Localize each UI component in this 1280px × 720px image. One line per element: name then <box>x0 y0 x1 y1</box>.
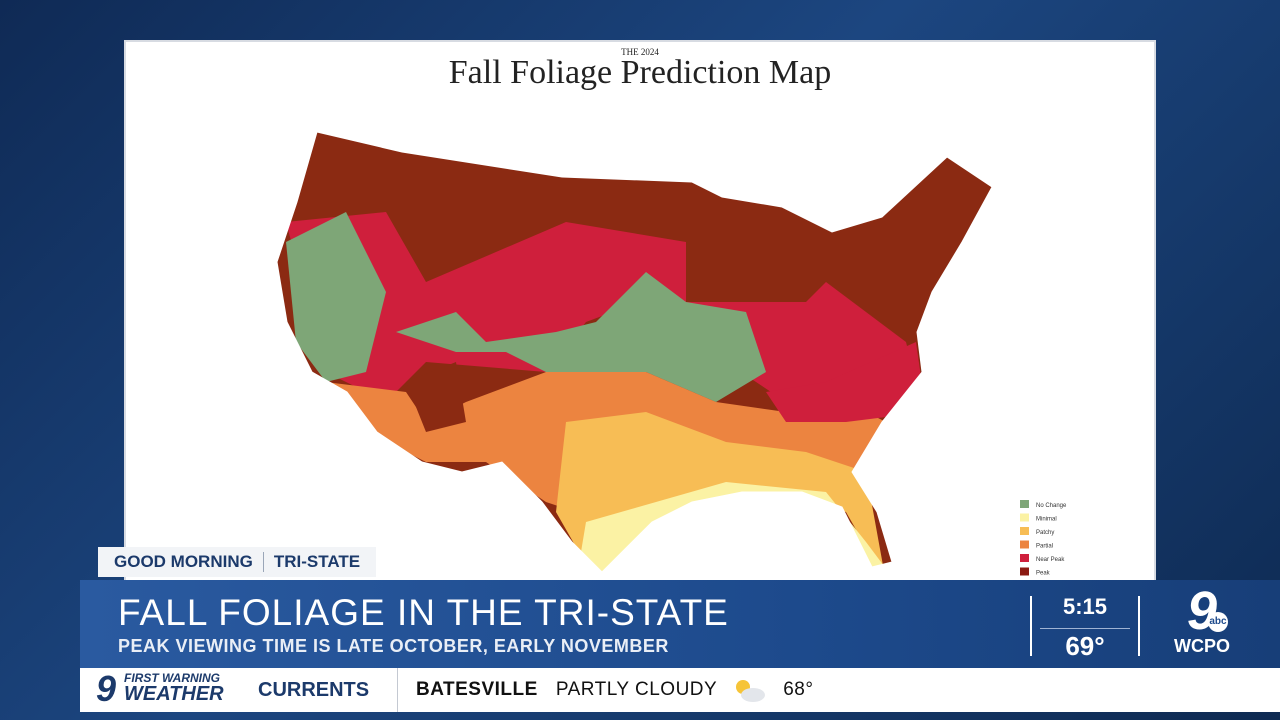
network: abc <box>1208 612 1228 632</box>
map-title: Fall Foliage Prediction Map <box>448 54 832 91</box>
legend-label: Minimal <box>1036 517 1057 523</box>
region <box>396 272 766 402</box>
legend-swatch <box>1020 527 1029 535</box>
map-card: THE 2024 Fall Foliage Prediction Map No … <box>124 40 1156 585</box>
ticker-section: CURRENTS <box>230 668 398 712</box>
region <box>286 212 926 422</box>
temperature: 69° <box>1040 628 1130 662</box>
clock: 5:15 69° <box>1040 594 1130 662</box>
region <box>766 342 926 422</box>
channel: 9 <box>1186 581 1218 641</box>
ticker: 9 FIRST WARNING WEATHER CURRENTS BATESVI… <box>80 668 1280 712</box>
ticker-temperature: 68° <box>783 679 814 700</box>
show-name: GOOD MORNING <box>114 552 253 571</box>
city: BATESVILLE <box>416 679 538 700</box>
legend-swatch <box>1020 500 1029 508</box>
headline: FALL FOLIAGE IN THE TRI-STATE <box>118 592 729 633</box>
legend-label: Peak <box>1036 571 1051 577</box>
brand-top: FIRST WARNING <box>124 671 220 685</box>
foliage-map: No Change Minimal Patchy Partial Near Peak Pe… <box>276 131 1067 577</box>
legend-label: Partial <box>1036 544 1053 550</box>
brand-channel: 9 <box>96 668 117 709</box>
callsign: WCPO <box>1174 636 1230 656</box>
time: 5:15 <box>1062 594 1108 619</box>
divider <box>1030 596 1032 656</box>
legend-swatch <box>1020 554 1029 562</box>
legend-swatch <box>1020 540 1029 549</box>
divider <box>1138 596 1140 656</box>
region <box>406 362 466 432</box>
brand-bottom: WEATHER <box>124 683 224 705</box>
legend-label: Patchy <box>1036 530 1054 536</box>
legend: No Change Minimal Patchy Partial Near Peak Pe… <box>1020 500 1067 577</box>
condition: PARTLY CLOUDY <box>555 679 718 700</box>
show-tag: GOOD MORNING TRI-STATE <box>98 547 377 577</box>
border <box>276 131 993 573</box>
station-logo: 9 abc WCPO <box>1162 581 1242 657</box>
weather-brand: 9 FIRST WARNING WEATHER <box>80 668 230 712</box>
legend-label: No Change <box>1036 503 1067 509</box>
lower-third: FALL FOLIAGE IN THE TRI-STATE PEAK VIEWI… <box>80 580 1280 668</box>
map-subtitle: THE 2024 <box>621 47 659 57</box>
subhead: PEAK VIEWING TIME IS LATE OCTOBER, EARLY… <box>118 636 669 656</box>
legend-swatch <box>1020 513 1029 522</box>
weather-icon <box>736 680 766 702</box>
legend-label: Near Peak <box>1036 557 1065 563</box>
region-name: TRI-STATE <box>273 552 361 571</box>
region <box>286 212 386 382</box>
legend-swatch <box>1020 567 1029 576</box>
